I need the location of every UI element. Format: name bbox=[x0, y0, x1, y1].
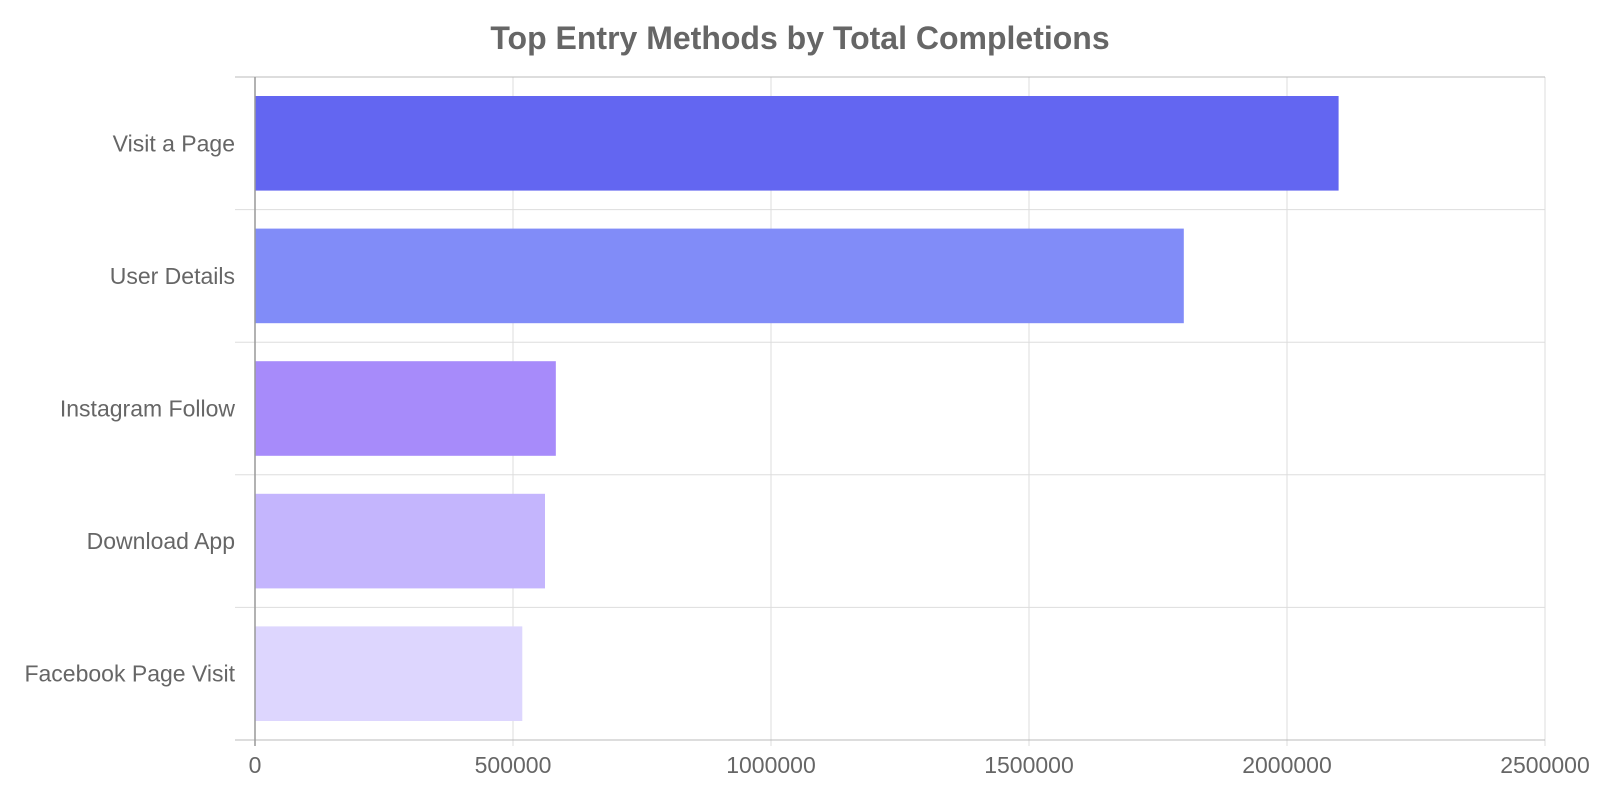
chart-title: Top Entry Methods by Total Completions bbox=[490, 20, 1110, 56]
bar-layer bbox=[255, 96, 1339, 721]
y-tick-label: User Details bbox=[110, 263, 235, 289]
x-tick-label: 2500000 bbox=[1500, 752, 1590, 778]
label-layer: Visit a Page User Details Instagram Follow… bbox=[24, 130, 1589, 778]
bar-visit-a-page bbox=[255, 96, 1339, 191]
y-tick-label: Instagram Follow bbox=[60, 396, 236, 422]
bar-user-details bbox=[255, 228, 1184, 324]
bar-download-app bbox=[255, 493, 545, 589]
bar-facebook-page-visit bbox=[255, 626, 523, 721]
y-tick-label: Facebook Page Visit bbox=[24, 661, 235, 687]
y-tick-label: Visit a Page bbox=[113, 130, 235, 156]
x-tick-label: 2000000 bbox=[1242, 752, 1332, 778]
y-tick-label: Download App bbox=[87, 528, 235, 554]
x-tick-label: 0 bbox=[249, 752, 262, 778]
x-tick-label: 500000 bbox=[475, 752, 552, 778]
x-tick-label: 1500000 bbox=[984, 752, 1074, 778]
bar-instagram-follow bbox=[255, 361, 556, 456]
x-tick-label: 1000000 bbox=[726, 752, 816, 778]
